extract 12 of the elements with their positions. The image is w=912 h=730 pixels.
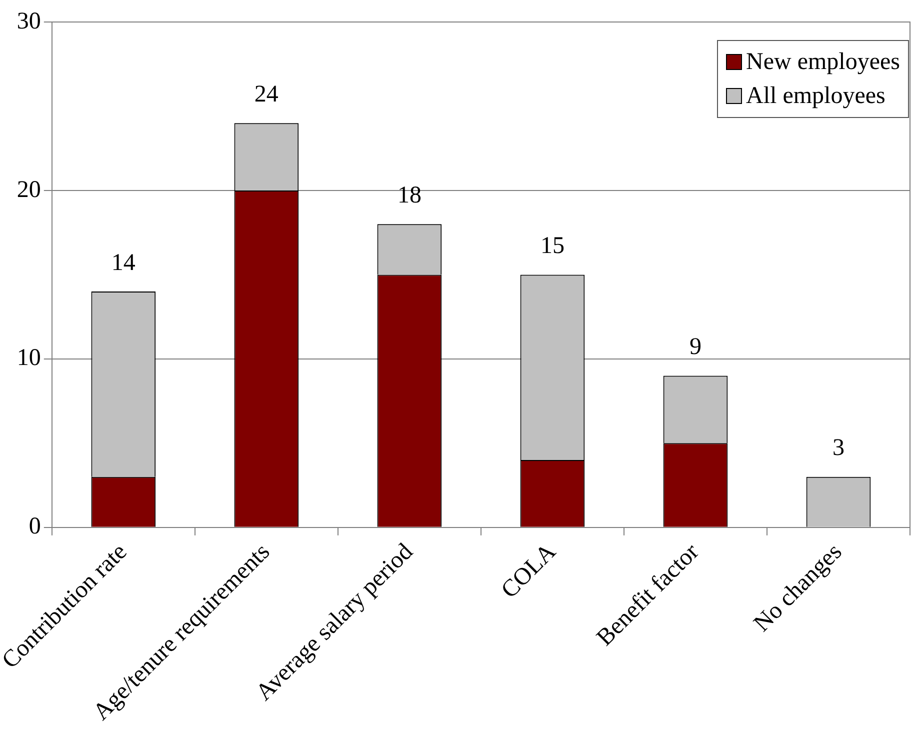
- legend-label: New employees: [746, 48, 900, 77]
- total-label: 24: [254, 81, 278, 108]
- y-tick-label: 20: [16, 176, 41, 203]
- total-label: 18: [397, 182, 422, 208]
- total-label: 9: [689, 334, 702, 360]
- total-label: 15: [540, 233, 564, 260]
- legend-label: All employees: [746, 82, 886, 111]
- y-tick-label: 0: [28, 514, 41, 540]
- y-tick-label: 30: [16, 8, 41, 34]
- total-label: 14: [111, 250, 136, 276]
- total-label: 3: [832, 435, 844, 462]
- y-tick-label: 10: [16, 345, 41, 372]
